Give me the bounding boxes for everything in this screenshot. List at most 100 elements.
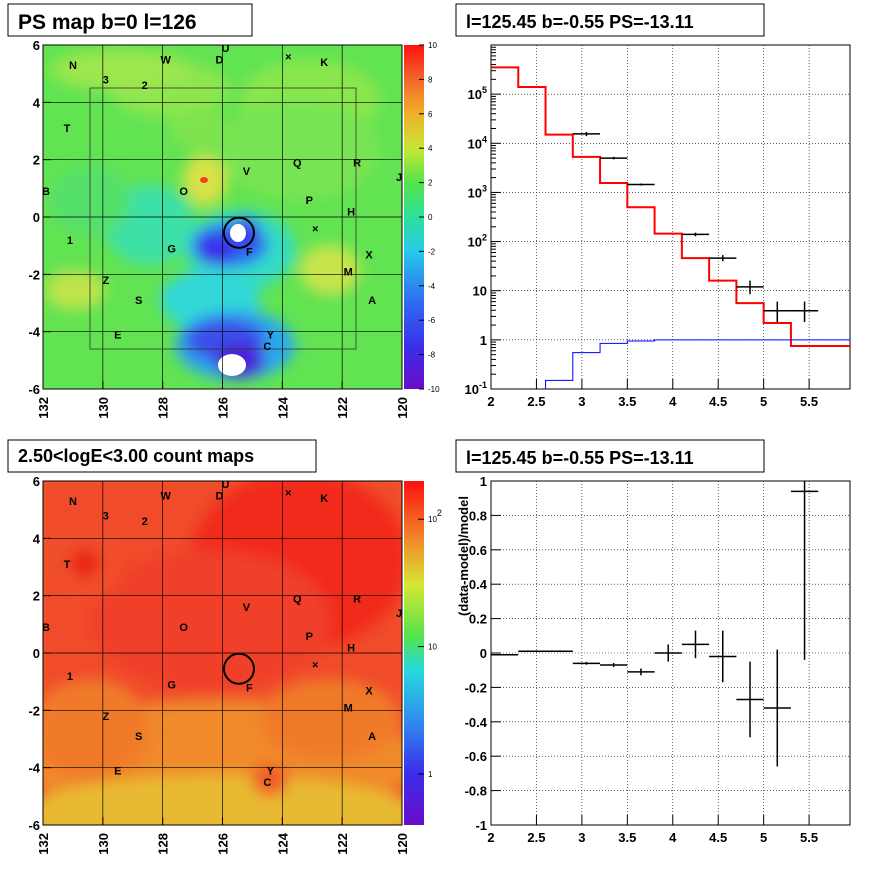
source-label: M xyxy=(344,266,353,278)
model-source-histogram xyxy=(545,339,850,389)
x-tick-label: 5 xyxy=(760,394,767,409)
colorbar-tick-label: 10 xyxy=(428,643,437,652)
y-tick-label: 4 xyxy=(33,95,41,110)
y-tick-label: -4 xyxy=(28,325,40,340)
x-tick-label: 3 xyxy=(578,830,585,845)
source-label: A xyxy=(368,731,376,743)
source-label: × xyxy=(285,51,291,63)
source-label: 1 xyxy=(67,235,73,247)
source-label: × xyxy=(312,223,318,235)
ps-map-roi-box xyxy=(89,87,357,350)
x-tick-label: 122 xyxy=(335,833,350,855)
y-tick-label: 102 xyxy=(468,233,487,250)
ps-map-title: PS map b=0 l=126 xyxy=(18,11,197,34)
residual-y-axis-label: (data-model)/model xyxy=(456,496,471,616)
source-label: C xyxy=(263,777,271,789)
y-tick-label: 0 xyxy=(33,646,40,661)
y-tick-label: 0 xyxy=(480,646,487,661)
ps-map-saturated-core-2 xyxy=(218,354,246,376)
x-tick-label: 126 xyxy=(216,397,231,419)
source-label: K xyxy=(320,57,328,69)
source-label: H xyxy=(347,206,355,218)
source-label: × xyxy=(285,487,291,499)
source-label: H xyxy=(347,642,355,654)
source-label: Z xyxy=(102,275,109,287)
source-label: K xyxy=(320,493,328,505)
x-tick-label: 2 xyxy=(487,394,494,409)
ps-map-panel: U W D × K N 3 2 T Q R J V B O P H × 1 G F XM Z S A E YC 132 130 128 1… xyxy=(7,3,440,419)
source-label: 1 xyxy=(67,671,73,683)
colorbar-tick-label: 6 xyxy=(428,110,433,119)
spectrum-panel: 2 2.5 3 3.5 4 4.5 5 5.5 10-1 1 10 102 103 104 105 l=12… xyxy=(455,3,851,409)
x-tick-label: 4.5 xyxy=(709,830,727,845)
source-label: P xyxy=(306,195,313,207)
x-tick-label: 130 xyxy=(96,833,111,855)
spectrum-grid xyxy=(491,45,850,389)
y-tick-label: -0.4 xyxy=(465,715,488,730)
colorbar-tick-label: -6 xyxy=(428,316,436,325)
source-label: F xyxy=(246,246,253,258)
source-label: X xyxy=(365,685,373,697)
model-total-histogram xyxy=(491,66,850,347)
x-tick-label: 132 xyxy=(36,833,51,855)
source-label: Q xyxy=(293,158,302,170)
y-tick-label: 105 xyxy=(468,85,487,102)
ps-map-colorbar-ticks: 10 8 6 4 2 0 -2 -4 -6 -8 -10 xyxy=(419,41,440,394)
y-tick-label: 0.2 xyxy=(469,612,487,627)
source-label: E xyxy=(114,330,121,342)
x-tick-label: 130 xyxy=(96,397,111,419)
y-tick-label: 6 xyxy=(33,474,40,489)
source-label: X xyxy=(365,249,373,261)
source-label: P xyxy=(306,631,313,643)
source-label: M xyxy=(344,702,353,714)
source-label: J xyxy=(396,172,402,184)
y-tick-label: -6 xyxy=(28,382,40,397)
y-tick-label: -1 xyxy=(475,818,487,833)
count-map-title-box xyxy=(7,439,317,473)
colorbar-tick-label: -8 xyxy=(428,351,436,360)
source-label: 2 xyxy=(142,516,148,528)
colorbar-tick-label: 102 xyxy=(428,508,442,524)
residual-plot-area xyxy=(491,481,819,767)
y-tick-label: 2 xyxy=(33,153,40,168)
y-tick-label: 103 xyxy=(468,183,487,200)
colorbar-tick-label: 4 xyxy=(428,144,433,153)
y-tick-label: 0 xyxy=(33,210,40,225)
source-label: V xyxy=(243,602,251,614)
y-tick-label: 10-1 xyxy=(465,380,487,397)
source-label: Y xyxy=(267,766,275,778)
y-tick-label: -0.8 xyxy=(465,784,487,799)
ps-map-target-circle xyxy=(222,216,255,249)
x-tick-label: 5.5 xyxy=(800,830,818,845)
source-label: U xyxy=(222,479,230,491)
colorbar-tick-label: -10 xyxy=(428,385,440,394)
x-tick-label: 120 xyxy=(395,397,410,419)
count-map-source-labels: U W D × K N 3 2 T Q R J V B O P H × 1 G F XM Z S A E YC xyxy=(42,479,402,789)
ps-map-colorbar xyxy=(404,45,424,389)
x-tick-label: 128 xyxy=(156,833,171,855)
residual-title-box xyxy=(455,439,765,473)
y-tick-label: -6 xyxy=(28,818,40,833)
source-label: U xyxy=(222,43,230,55)
colorbar-tick-label: 1 xyxy=(428,770,433,779)
count-map-target-circle xyxy=(222,652,255,685)
source-label: G xyxy=(167,680,176,692)
source-label: R xyxy=(353,594,361,606)
y-tick-label: 0.6 xyxy=(469,543,487,558)
source-label: D xyxy=(216,54,224,66)
source-label: R xyxy=(353,158,361,170)
x-tick-label: 4.5 xyxy=(709,394,727,409)
colorbar-tick-label: 2 xyxy=(428,179,433,188)
source-label: 3 xyxy=(103,510,109,522)
count-map-title: 2.50<logE<3.00 count maps xyxy=(18,446,254,466)
source-label: S xyxy=(135,295,142,307)
y-tick-label: -4 xyxy=(28,761,40,776)
source-label: 2 xyxy=(142,80,148,92)
count-map-colorbar-ticks: 102 10 1 xyxy=(418,508,442,779)
source-label: N xyxy=(69,60,77,72)
spectrum-axes: 2 2.5 3 3.5 4 4.5 5 5.5 10-1 1 10 102 103 104 105 xyxy=(465,46,818,409)
ps-map-hotspot xyxy=(200,177,208,183)
source-label: O xyxy=(179,186,188,198)
